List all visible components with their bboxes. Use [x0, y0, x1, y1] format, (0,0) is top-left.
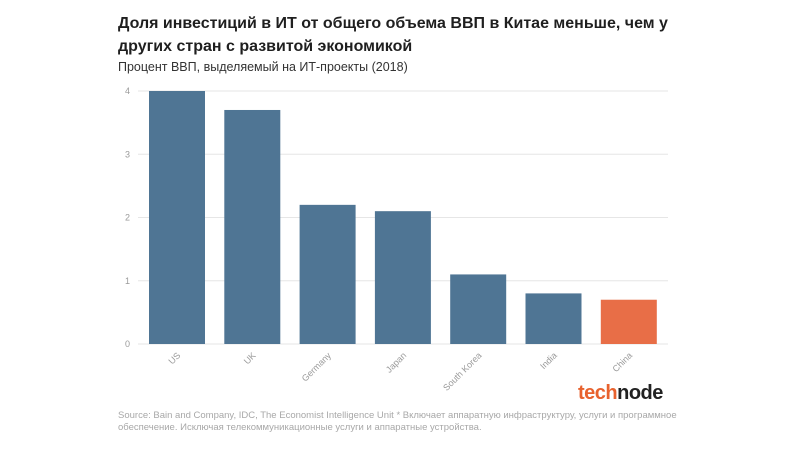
- source-note: Source: Bain and Company, IDC, The Econo…: [118, 410, 677, 433]
- bar-us: [149, 91, 205, 344]
- y-tick-label: 3: [125, 149, 130, 159]
- y-tick-label: 2: [125, 213, 130, 223]
- bar-germany: [299, 204, 356, 344]
- x-tick-label: China: [611, 350, 635, 374]
- x-tick-label: Japan: [384, 350, 408, 374]
- bar-japan: [374, 211, 431, 344]
- y-tick-label: 4: [125, 86, 130, 96]
- bar-china: [600, 299, 657, 344]
- technode-logo: technode: [578, 382, 663, 405]
- logo-part-node: node: [617, 382, 663, 404]
- bar-india: [525, 293, 582, 344]
- y-tick-label: 0: [125, 339, 130, 349]
- x-tick-label: Germany: [300, 350, 334, 384]
- x-tick-label: UK: [242, 350, 258, 366]
- chart-subtitle: Процент ВВП, выделяемый на ИТ-проекты (2…: [118, 60, 408, 74]
- x-tick-label: US: [166, 350, 182, 366]
- x-tick-label: India: [538, 350, 559, 371]
- bar-south-korea: [450, 274, 507, 344]
- y-axis-ticks: 0 1 2 3 4: [125, 86, 130, 349]
- bar-uk: [224, 109, 281, 344]
- y-tick-label: 1: [125, 276, 130, 286]
- x-axis-ticks: US UK Germany Japan South Korea India China: [166, 350, 634, 393]
- logo-part-tech: tech: [578, 382, 618, 404]
- chart-title: Доля инвестиций в ИТ от общего объема ВВ…: [118, 15, 668, 55]
- bars: [149, 91, 657, 344]
- x-tick-label: South Korea: [441, 350, 483, 392]
